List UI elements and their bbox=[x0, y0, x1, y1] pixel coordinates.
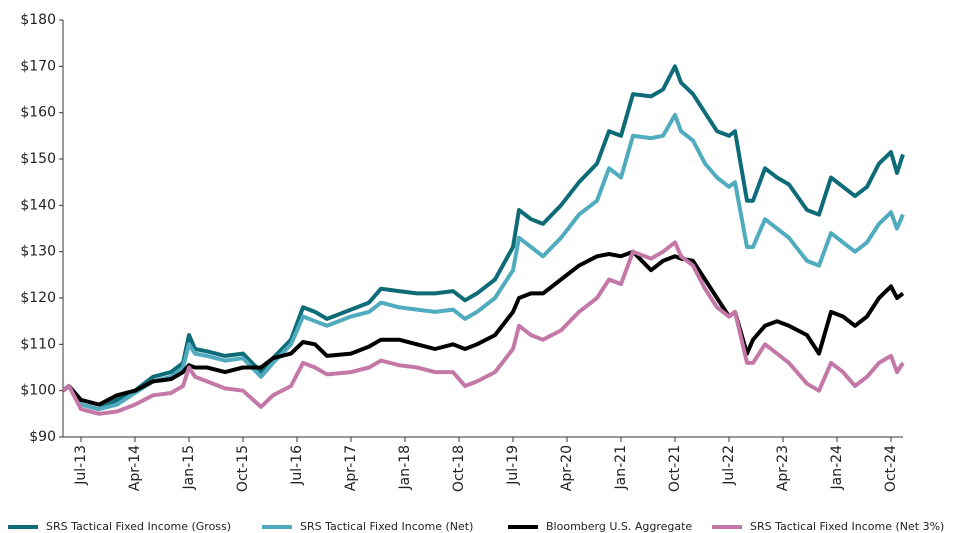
y-tick-label: $160 bbox=[20, 105, 56, 121]
x-tick-label: Jul-22 bbox=[721, 445, 737, 486]
legend-label: SRS Tactical Fixed Income (Net) bbox=[300, 520, 473, 533]
y-tick-label: $130 bbox=[20, 244, 56, 260]
x-tick-label: Jan-24 bbox=[829, 445, 845, 491]
x-tick-label: Oct-21 bbox=[667, 445, 683, 492]
x-tick-label: Jan-18 bbox=[397, 445, 413, 490]
series-line bbox=[61, 64, 905, 412]
x-tick-label: Apr-23 bbox=[775, 445, 791, 491]
y-tick-label: $120 bbox=[20, 290, 56, 306]
x-tick-label: Jan-21 bbox=[613, 445, 629, 490]
x-tick-label: Apr-17 bbox=[343, 445, 359, 491]
series-line bbox=[61, 249, 905, 407]
series-line bbox=[61, 113, 905, 412]
x-tick-label: Oct-24 bbox=[883, 445, 899, 492]
x-tick-label: Oct-18 bbox=[451, 445, 467, 492]
legend-label: SRS Tactical Fixed Income (Net 3%) bbox=[750, 520, 944, 533]
y-tick-label: $170 bbox=[20, 58, 56, 74]
legend-label: SRS Tactical Fixed Income (Gross) bbox=[46, 520, 231, 533]
legend-label: Bloomberg U.S. Aggregate bbox=[546, 520, 692, 533]
x-tick-label: Jul-19 bbox=[505, 445, 521, 486]
x-tick-label: Jul-13 bbox=[73, 445, 89, 486]
y-tick-label: $90 bbox=[29, 429, 56, 445]
x-tick-label: Oct-15 bbox=[235, 445, 251, 492]
x-tick-label: Jul-16 bbox=[289, 445, 305, 486]
x-tick-label: Jan-15 bbox=[181, 445, 197, 490]
y-tick-label: $140 bbox=[20, 197, 56, 213]
series-line bbox=[61, 240, 905, 416]
x-tick-label: Apr-20 bbox=[559, 445, 575, 491]
y-tick-label: $150 bbox=[20, 151, 56, 167]
x-tick-label: Apr-14 bbox=[127, 445, 143, 491]
y-tick-label: $180 bbox=[20, 12, 56, 28]
y-tick-label: $110 bbox=[20, 336, 56, 352]
y-tick-label: $100 bbox=[20, 383, 56, 399]
